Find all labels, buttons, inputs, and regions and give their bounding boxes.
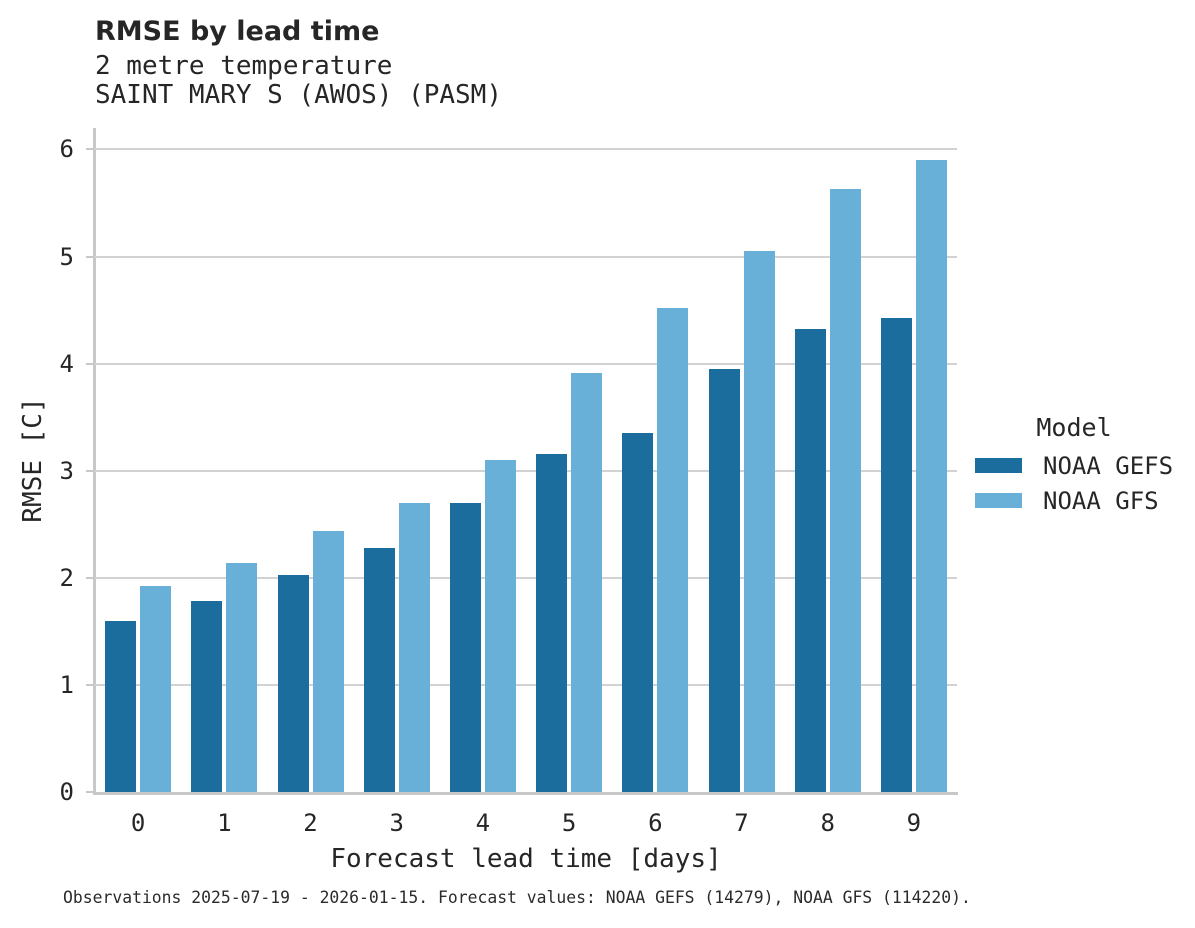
chart-title: RMSE by lead time [95, 16, 380, 47]
bar-noaa-gfs-lead-9 [915, 160, 947, 792]
chart-subtitle-variable: 2 metre temperature [95, 51, 393, 81]
y-tick-mark-2 [86, 576, 93, 579]
x-tick-label-4: 4 [475, 809, 491, 837]
bar-noaa-gefs-lead-2 [277, 574, 309, 792]
bar-noaa-gefs-lead-3 [363, 547, 395, 792]
y-tick-label-4: 4 [59, 349, 74, 378]
y-tick-label-6: 6 [59, 135, 74, 164]
y-tick-label-0: 0 [59, 778, 74, 806]
bar-noaa-gefs-lead-4 [449, 502, 481, 792]
bar-noaa-gefs-lead-5 [536, 453, 568, 792]
footer-caption: Observations 2025-07-19 - 2026-01-15. Fo… [63, 888, 971, 907]
bar-noaa-gfs-lead-8 [829, 189, 861, 792]
bar-noaa-gefs-lead-1 [191, 601, 223, 792]
bar-noaa-gefs-lead-8 [794, 329, 826, 792]
y-tick-label-1: 1 [59, 670, 74, 699]
bar-noaa-gefs-lead-0 [105, 620, 137, 792]
y-tick-label-2: 2 [59, 563, 74, 592]
x-tick-label-9: 9 [906, 809, 922, 837]
bar-noaa-gfs-lead-7 [743, 251, 775, 792]
legend-swatch-icon [975, 493, 1022, 508]
bar-noaa-gfs-lead-2 [312, 530, 344, 792]
x-tick-label-8: 8 [820, 809, 835, 837]
y-tick-mark-6 [86, 148, 93, 151]
y-tick-mark-1 [86, 683, 93, 686]
gridline-y-1 [95, 683, 957, 686]
bar-noaa-gfs-lead-0 [140, 586, 172, 792]
x-axis-label: Forecast lead time [days] [330, 844, 722, 874]
legend-label: NOAA GFS [1043, 486, 1159, 515]
gridline-y-5 [95, 255, 957, 258]
y-tick-mark-0 [86, 791, 93, 793]
legend-entry-noaa-gfs: NOAA GFS [975, 483, 1173, 518]
gridline-y-6 [95, 148, 957, 151]
bar-noaa-gefs-lead-6 [622, 433, 654, 792]
x-tick-label-2: 2 [303, 809, 318, 837]
legend: NOAA GEFS NOAA GFS [975, 448, 1173, 518]
y-tick-label-3: 3 [59, 456, 74, 485]
y-tick-mark-3 [86, 469, 93, 472]
y-tick-mark-4 [86, 362, 93, 365]
gridline-y-2 [95, 576, 957, 579]
x-axis-spine [93, 792, 958, 795]
legend-swatch-icon [975, 458, 1022, 473]
x-tick-label-7: 7 [734, 809, 749, 837]
bar-noaa-gfs-lead-5 [571, 373, 603, 792]
y-tick-label-5: 5 [59, 242, 74, 271]
bar-noaa-gfs-lead-6 [657, 307, 689, 792]
bar-noaa-gfs-lead-4 [484, 460, 516, 792]
gridline-y-4 [95, 362, 957, 365]
gridline-y-3 [95, 469, 957, 472]
bar-noaa-gfs-lead-1 [226, 562, 258, 792]
x-tick-label-3: 3 [389, 809, 404, 837]
bar-noaa-gfs-lead-3 [398, 502, 430, 792]
x-tick-label-5: 5 [561, 809, 577, 837]
bar-noaa-gefs-lead-7 [708, 368, 740, 792]
legend-title: Model [1036, 413, 1112, 442]
legend-label: NOAA GEFS [1043, 451, 1174, 480]
chart-subtitle-station: SAINT MARY S (AWOS) (PASM) [95, 80, 502, 110]
x-tick-label-1: 1 [217, 809, 232, 837]
legend-entry-noaa-gefs: NOAA GEFS [975, 448, 1173, 483]
y-axis-spine [93, 128, 96, 795]
y-tick-mark-5 [86, 255, 93, 258]
x-tick-label-6: 6 [648, 809, 663, 837]
bar-noaa-gefs-lead-9 [880, 317, 912, 792]
x-tick-label-0: 0 [130, 809, 146, 837]
plot-area [95, 128, 957, 792]
